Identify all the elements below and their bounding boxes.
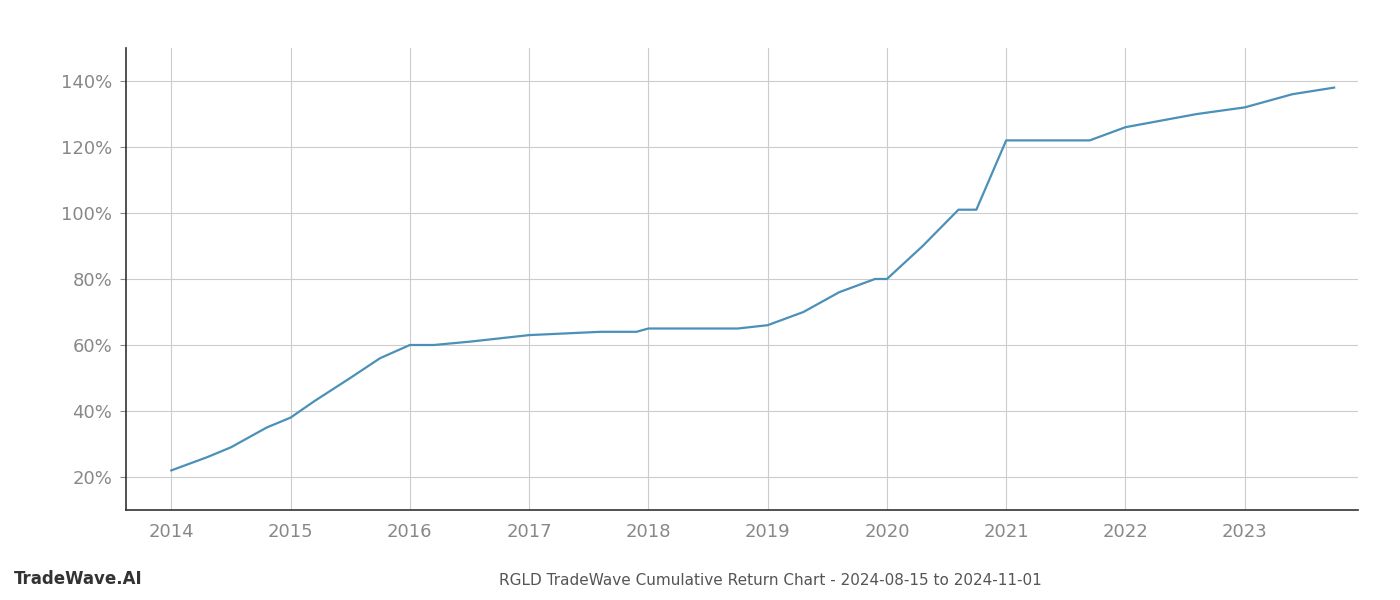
Text: TradeWave.AI: TradeWave.AI <box>14 570 143 588</box>
Text: RGLD TradeWave Cumulative Return Chart - 2024-08-15 to 2024-11-01: RGLD TradeWave Cumulative Return Chart -… <box>498 573 1042 588</box>
